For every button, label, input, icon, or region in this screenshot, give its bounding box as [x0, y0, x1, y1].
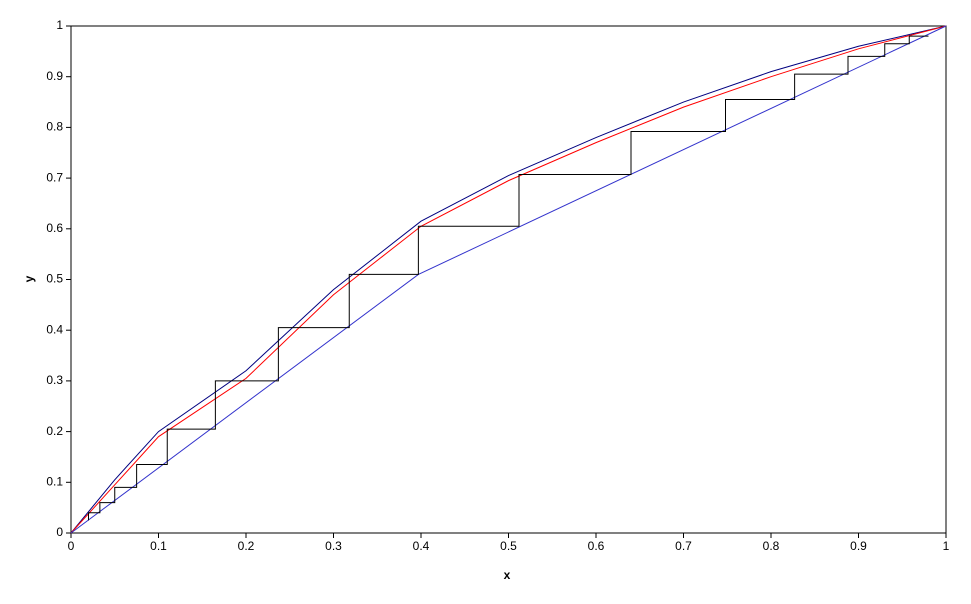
y-tick-label: 0.2 [46, 424, 63, 438]
y-tick-label: 0.6 [46, 221, 63, 235]
x-tick-label: 0.1 [150, 539, 167, 553]
y-tick-label: 1 [56, 18, 63, 32]
series-line [70, 25, 947, 534]
y-tick-label: 0.4 [46, 322, 63, 336]
x-axis-title: x [504, 568, 511, 582]
plot-area [70, 25, 947, 534]
x-tick-label: 0.6 [588, 539, 605, 553]
y-tick-label: 0.5 [46, 272, 63, 286]
x-tick-label: 1 [943, 539, 950, 553]
x-tick-label: 0.9 [850, 539, 867, 553]
x-tick-label: 0.8 [763, 539, 780, 553]
y-axis-title: y [22, 275, 36, 282]
x-tick-label: 0.4 [413, 539, 430, 553]
x-tick-label: 0.2 [238, 539, 255, 553]
series-line [70, 25, 947, 534]
x-tick-label: 0.7 [675, 539, 692, 553]
y-tick-label: 0.3 [46, 373, 63, 387]
y-tick-label: 0.7 [46, 170, 63, 184]
x-tick-label: 0 [68, 539, 75, 553]
x-tick-label: 0.3 [325, 539, 342, 553]
series-line [88, 35, 929, 521]
y-tick-label: 0 [56, 525, 63, 539]
y-tick-label: 0.1 [46, 474, 63, 488]
y-tick-label: 0.9 [46, 69, 63, 83]
x-tick-label: 0.5 [500, 539, 517, 553]
y-tick-label: 0.8 [46, 120, 63, 134]
